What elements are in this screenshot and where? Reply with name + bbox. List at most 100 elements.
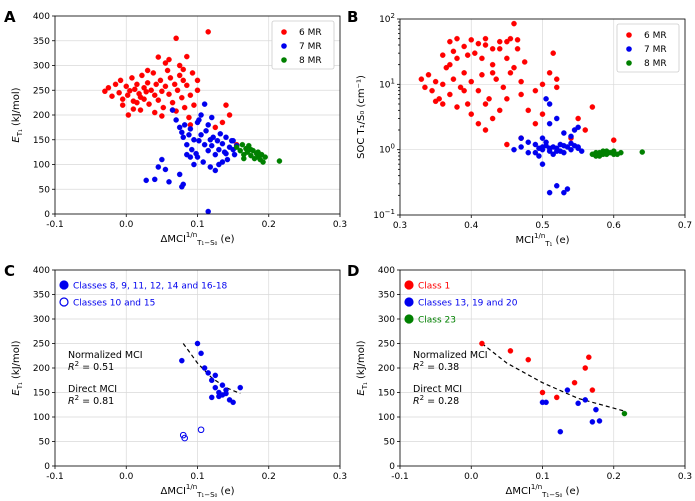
data-point [141, 96, 147, 102]
data-point [511, 20, 517, 27]
data-point [196, 137, 202, 144]
data-point [557, 148, 564, 154]
data-point [461, 87, 467, 94]
data-point [461, 43, 467, 50]
y-tick-label: 400 [33, 266, 50, 276]
data-point [457, 84, 464, 91]
panel-c-series-0 [179, 340, 243, 406]
x-tick-label: 0.6 [607, 221, 622, 231]
panel-b-xlabel: MCI1/nT₁ (e) [515, 232, 569, 248]
data-point [191, 161, 197, 168]
data-point [489, 115, 496, 122]
data-point [167, 75, 174, 81]
data-point [575, 144, 581, 150]
data-point [521, 59, 528, 65]
legend-label: 7 MR [644, 45, 667, 55]
data-point [148, 87, 154, 94]
data-point [112, 81, 119, 88]
data-point [260, 159, 266, 165]
data-point [134, 81, 140, 88]
data-point [203, 128, 209, 134]
data-point [189, 70, 196, 76]
data-point [507, 348, 514, 354]
data-point [507, 35, 514, 42]
data-point [432, 78, 439, 85]
y-tick-label: 50 [39, 185, 51, 195]
data-point [600, 151, 606, 158]
data-point [543, 399, 549, 406]
y-tick-label: 101 [379, 77, 395, 90]
y-tick-label: 100 [33, 413, 50, 423]
data-point [571, 127, 578, 133]
data-point [180, 77, 186, 84]
data-point [184, 141, 190, 148]
data-point [176, 72, 183, 79]
y-tick-label: 400 [33, 12, 50, 22]
data-point [179, 129, 185, 136]
data-point [191, 102, 197, 108]
x-tick-label: 0.2 [262, 472, 276, 482]
data-point [153, 81, 159, 88]
panel-c-ylabel: ET₁ (kJ/mol) [11, 340, 24, 395]
annotation-r2: R2 = 0.28 [413, 394, 459, 407]
panel-d-fit-curve [481, 343, 625, 412]
data-point [568, 133, 574, 140]
panel-b-series-2 [589, 148, 646, 159]
data-point [589, 419, 596, 425]
panel-b: B 0.3 0.4 0.5 0.6 0.7 10−1 100 101 102 SOC T₁/S₀ (… [347, 8, 692, 248]
data-point [454, 55, 460, 62]
panel-d-xlabel: ΔMCI1/nT₁−S₀ (e) [506, 483, 580, 499]
data-point [578, 148, 585, 154]
data-point [454, 104, 460, 110]
data-point [539, 144, 546, 150]
data-point [201, 141, 208, 148]
data-point [181, 434, 188, 442]
data-point [173, 35, 179, 42]
legend-label: 6 MR [644, 31, 667, 41]
legend-marker [59, 297, 69, 307]
y-tick-label: 0 [44, 210, 50, 220]
data-point [439, 101, 446, 107]
data-point [166, 91, 172, 97]
data-point [150, 70, 157, 76]
data-point [507, 70, 514, 76]
data-point [546, 70, 553, 76]
data-point [543, 139, 549, 145]
data-point [139, 72, 145, 79]
x-tick-label: 0.2 [607, 472, 621, 482]
data-point [155, 164, 162, 170]
panel-d-letter: D [347, 262, 359, 280]
data-point [205, 208, 211, 215]
data-point [479, 55, 485, 62]
data-point [468, 78, 474, 85]
data-point [575, 115, 581, 122]
legend-label: Class 1 [418, 282, 450, 292]
annotation-r2: R2 = 0.51 [68, 360, 114, 373]
data-point [187, 92, 194, 98]
data-point [464, 52, 471, 58]
data-point [212, 167, 219, 174]
y-tick-label: 200 [33, 111, 50, 121]
data-point [489, 46, 496, 52]
data-point [639, 149, 646, 155]
panel-a-legend: 6 MR 7 MR 8 MR [271, 20, 335, 70]
data-point [571, 379, 578, 386]
data-point [611, 151, 617, 158]
panel-c-legend: Classes 8, 9, 11, 12, 14 and 16-18 Classe… [59, 280, 228, 309]
legend-marker [404, 297, 414, 307]
data-point [212, 384, 219, 391]
data-point [464, 101, 471, 107]
data-point [447, 38, 453, 45]
data-point [568, 140, 574, 147]
panel-a-xlabel: ΔMCI1/nT₁−S₀ (e) [161, 231, 235, 247]
legend-marker [404, 314, 414, 324]
panel-d-plot-frame [399, 269, 686, 467]
panel-d-series-2 [621, 410, 628, 417]
data-point [532, 87, 539, 94]
data-point [482, 101, 489, 107]
y-tick-label: 250 [378, 340, 395, 350]
data-point [554, 394, 560, 401]
data-point [582, 365, 589, 371]
data-point [212, 372, 219, 379]
data-point [532, 120, 539, 127]
